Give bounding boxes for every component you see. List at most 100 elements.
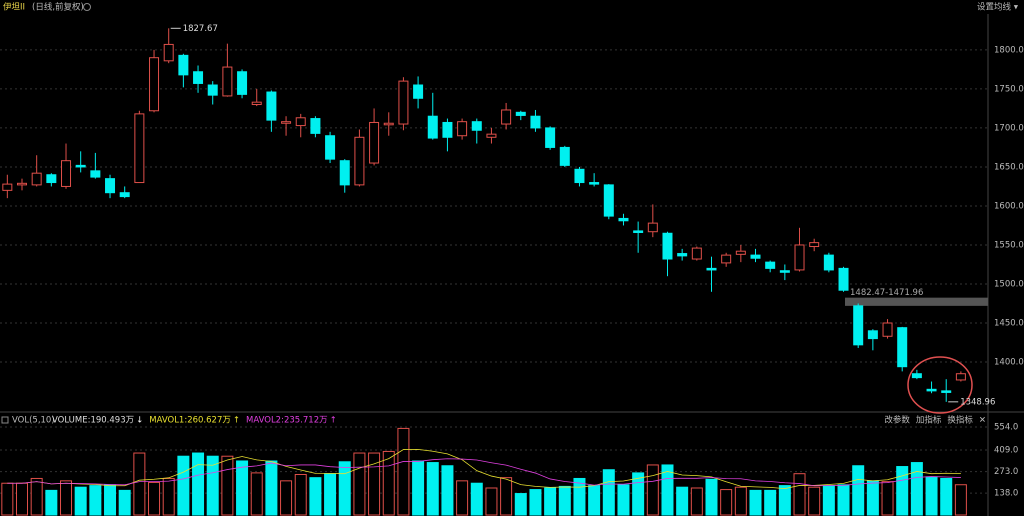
y-tick-label: 1750.00 — [994, 84, 1024, 94]
candle-body — [486, 133, 497, 138]
candle-body — [706, 267, 717, 271]
volume-bar — [280, 480, 293, 516]
volume-bar — [162, 477, 175, 516]
volume-bar — [837, 484, 850, 516]
volume-bar — [470, 482, 483, 516]
volume-bar — [104, 484, 117, 516]
volume-bar — [720, 489, 733, 516]
volume-bar — [89, 485, 102, 516]
candle-body — [163, 43, 174, 62]
candle-body — [603, 184, 614, 217]
candle-body — [911, 373, 922, 379]
y-tick-label: 1600.00 — [994, 201, 1024, 211]
candle-body — [779, 270, 790, 273]
candle-body — [545, 127, 556, 148]
candle-body — [46, 174, 57, 184]
volume-bar — [705, 478, 718, 516]
volume-bar — [558, 485, 571, 516]
high-label: 1827.67 — [183, 24, 218, 34]
volume-bar — [412, 460, 425, 516]
volume-bar — [441, 465, 454, 516]
candle-body — [823, 254, 834, 271]
candle-body — [574, 168, 585, 184]
candle-body — [647, 222, 658, 233]
y-tick-label: 1450.00 — [994, 318, 1024, 328]
volume-title: VOL(5,10) — [12, 416, 55, 426]
volume-bar — [500, 477, 513, 516]
volume-bar — [661, 464, 674, 516]
candle-body — [398, 80, 409, 125]
volume-bar — [588, 485, 601, 516]
legend-trend: ↑ — [233, 416, 240, 426]
candle-body — [589, 182, 600, 185]
candle-body — [354, 136, 365, 186]
settings-icon[interactable] — [83, 3, 91, 11]
volume-bar — [778, 485, 791, 516]
volume-bar — [646, 464, 659, 516]
candle-body — [442, 121, 453, 138]
legend-entry: MAVOL1:260.627万 — [149, 416, 231, 426]
volume-bar — [866, 480, 879, 516]
volume-bar — [309, 477, 322, 516]
panel-tool[interactable]: 改参数 — [884, 415, 910, 426]
candle-body — [90, 170, 101, 178]
candle-body — [295, 117, 306, 127]
volume-bar — [896, 466, 909, 516]
candle-body — [515, 111, 526, 116]
candle-body — [369, 121, 380, 164]
candle-body — [134, 113, 145, 184]
candle-body — [31, 172, 42, 186]
volume-bar — [925, 476, 938, 516]
candle-body — [251, 101, 262, 106]
candle-body — [222, 66, 233, 97]
mode: (日线,前复权) — [32, 2, 84, 13]
volume-bar — [236, 460, 249, 516]
volume-bar — [426, 462, 439, 516]
candle-body — [530, 115, 541, 129]
volume-bar — [573, 477, 586, 516]
y-tick-label: 138.0 — [994, 489, 1018, 499]
panel-tool[interactable]: ✕ — [979, 416, 986, 426]
candle-body — [501, 109, 512, 125]
ma-settings[interactable]: 设置均线 ▾ — [977, 2, 1019, 13]
candle-body — [178, 54, 189, 76]
volume-bar — [250, 472, 263, 516]
volume-bar — [74, 486, 87, 516]
volume-bar — [353, 452, 366, 516]
volume-bar — [397, 427, 410, 516]
candle-body — [618, 217, 629, 222]
volume-bar — [852, 465, 865, 516]
volume-bar — [338, 461, 351, 516]
volume-bar — [734, 486, 747, 516]
volume-bar — [822, 485, 835, 516]
candle-body — [193, 71, 204, 84]
volume-bar — [529, 489, 542, 516]
volume-bar — [60, 480, 73, 516]
panel-tool[interactable]: 加指标 — [916, 415, 942, 426]
candle-body — [457, 121, 468, 137]
ma-line — [7, 448, 961, 490]
volume-bar — [514, 493, 527, 516]
highlight-circle — [907, 356, 973, 414]
candle-body — [339, 160, 350, 186]
volume-bar — [206, 455, 219, 516]
candle-body — [149, 57, 160, 112]
candle-body — [559, 146, 570, 166]
volume-bar — [148, 481, 161, 516]
candle-body — [941, 390, 952, 393]
volume-bar — [954, 484, 967, 516]
legend-trend: ↑ — [330, 416, 337, 426]
candle-body — [105, 178, 116, 194]
candle-body — [427, 115, 438, 139]
candle-body — [750, 254, 761, 259]
volume-bar — [294, 473, 307, 516]
volume-bar — [1, 482, 14, 516]
volume-bar — [940, 477, 953, 516]
candle-body — [926, 388, 937, 392]
candle-body — [809, 242, 820, 248]
ma-line — [7, 458, 961, 487]
panel-tool[interactable]: 换指标 — [947, 415, 973, 426]
candle-body — [237, 71, 248, 95]
volume-bar — [602, 469, 615, 516]
